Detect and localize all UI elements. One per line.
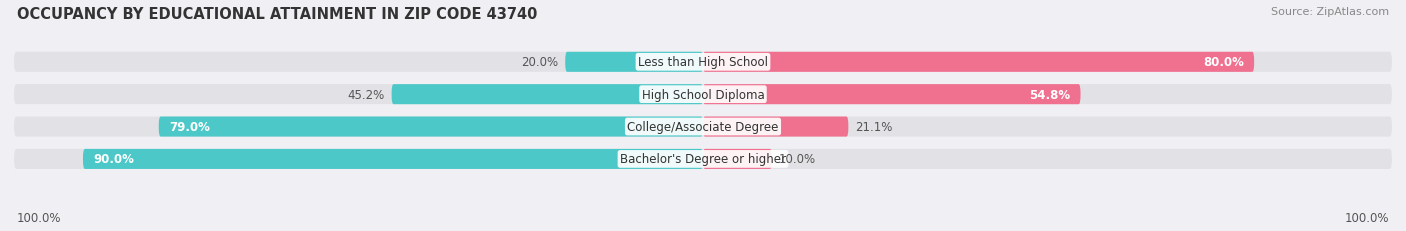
FancyBboxPatch shape bbox=[14, 52, 1392, 73]
FancyBboxPatch shape bbox=[14, 117, 1392, 137]
Text: 90.0%: 90.0% bbox=[93, 153, 134, 166]
FancyBboxPatch shape bbox=[14, 85, 1392, 105]
FancyBboxPatch shape bbox=[14, 149, 1392, 169]
Text: 21.1%: 21.1% bbox=[855, 121, 893, 134]
Text: 100.0%: 100.0% bbox=[1344, 211, 1389, 224]
FancyBboxPatch shape bbox=[703, 117, 848, 137]
FancyBboxPatch shape bbox=[703, 149, 772, 169]
Text: 20.0%: 20.0% bbox=[522, 56, 558, 69]
Text: 100.0%: 100.0% bbox=[17, 211, 62, 224]
Text: 79.0%: 79.0% bbox=[169, 121, 209, 134]
Text: 10.0%: 10.0% bbox=[779, 153, 815, 166]
FancyBboxPatch shape bbox=[159, 117, 703, 137]
FancyBboxPatch shape bbox=[703, 52, 1254, 73]
Text: College/Associate Degree: College/Associate Degree bbox=[627, 121, 779, 134]
Text: Source: ZipAtlas.com: Source: ZipAtlas.com bbox=[1271, 7, 1389, 17]
Text: 80.0%: 80.0% bbox=[1204, 56, 1244, 69]
FancyBboxPatch shape bbox=[703, 85, 1081, 105]
FancyBboxPatch shape bbox=[565, 52, 703, 73]
Text: 54.8%: 54.8% bbox=[1029, 88, 1070, 101]
FancyBboxPatch shape bbox=[392, 85, 703, 105]
Text: Less than High School: Less than High School bbox=[638, 56, 768, 69]
Text: High School Diploma: High School Diploma bbox=[641, 88, 765, 101]
Text: Bachelor's Degree or higher: Bachelor's Degree or higher bbox=[620, 153, 786, 166]
FancyBboxPatch shape bbox=[83, 149, 703, 169]
Text: OCCUPANCY BY EDUCATIONAL ATTAINMENT IN ZIP CODE 43740: OCCUPANCY BY EDUCATIONAL ATTAINMENT IN Z… bbox=[17, 7, 537, 22]
Text: 45.2%: 45.2% bbox=[347, 88, 385, 101]
